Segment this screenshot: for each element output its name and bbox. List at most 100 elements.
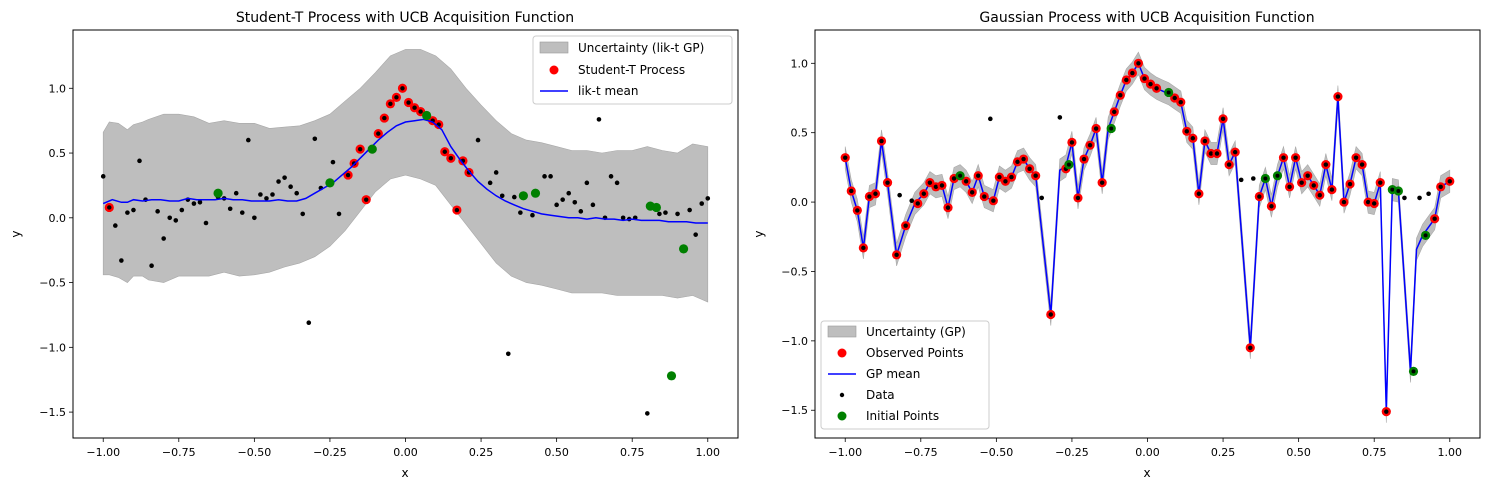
observed-point-center [885, 180, 890, 185]
data-point [270, 192, 275, 197]
observed-point-center [1353, 155, 1359, 160]
data-point [578, 209, 584, 214]
data-point [988, 116, 993, 122]
observed-point-center [1069, 140, 1075, 145]
initial-point [325, 178, 335, 188]
observed-point-center [1081, 156, 1087, 162]
data-point [149, 263, 154, 269]
observed-point-center [357, 146, 363, 152]
x-tick-label: 0.00 [393, 446, 418, 459]
data-point [1057, 115, 1063, 120]
observed-point-center [1009, 174, 1014, 180]
data-point [705, 196, 711, 201]
chart-gaussian: Gaussian Process with UCB Acquisition Fu… [752, 10, 1481, 480]
y-tick-label: −0.5 [39, 277, 66, 290]
data-point [119, 258, 124, 263]
observed-point-center [394, 95, 399, 100]
initial-point-center [1390, 187, 1395, 192]
observed-point-center [1021, 156, 1026, 162]
x-tick-label: −0.75 [162, 446, 196, 459]
data-point [239, 210, 245, 215]
data-point [512, 194, 517, 200]
observed-point-center [1048, 312, 1053, 317]
observed-point-center [843, 155, 848, 160]
y-tick-label: −0.5 [781, 265, 808, 278]
legend-label: Uncertainty (GP) [866, 325, 966, 339]
observed-point-center [1099, 180, 1105, 185]
y-tick-label: −1.5 [781, 404, 808, 417]
observed-point-center [1184, 129, 1189, 134]
observed-point-center [1323, 162, 1329, 167]
initial-point-center [1275, 173, 1280, 178]
observed-point-center [388, 101, 393, 107]
legend-label: lik-t mean [578, 84, 639, 98]
data-point [909, 198, 915, 203]
observed-point-center [1257, 194, 1262, 199]
observed-point-center [921, 191, 927, 196]
data-point [548, 174, 553, 179]
observed-point-center [1142, 76, 1147, 81]
observed-point-center [1220, 116, 1226, 122]
chart-title: Gaussian Process with UCB Acquisition Fu… [979, 10, 1314, 26]
data-point [131, 207, 136, 213]
observed-point-center [1196, 191, 1202, 196]
observed-point-center [400, 86, 405, 91]
data-point [276, 179, 281, 184]
observed-point-center [412, 105, 417, 110]
legend-label: Data [866, 388, 895, 402]
observed-point-center [997, 174, 1002, 180]
observed-point-center [382, 115, 387, 121]
observed-point-center [915, 201, 920, 206]
data-point [493, 170, 499, 175]
x-tick-label: −0.25 [313, 446, 347, 459]
data-point [645, 411, 650, 416]
observed-point-center [1287, 184, 1292, 190]
initial-point [651, 202, 661, 213]
initial-point-center [1396, 188, 1401, 193]
legend: Uncertainty (lik-t GP) Student-T Process… [532, 35, 733, 105]
y-tick-label: −1.0 [39, 341, 66, 354]
observed-point-center [1093, 126, 1099, 131]
legend-label: Observed Points [866, 346, 964, 360]
legend-label: GP mean [866, 367, 920, 381]
observed-point-center [1341, 199, 1347, 205]
x-tick-label: −1.00 [86, 446, 120, 459]
data-point [258, 192, 263, 197]
observed-point-center [1003, 179, 1008, 184]
observed-point-center [1305, 173, 1310, 178]
observed-point-center [1248, 345, 1253, 350]
observed-point-center [849, 188, 854, 194]
data-point [246, 137, 251, 143]
x-tick-label: −0.25 [1055, 446, 1089, 459]
data-point [505, 351, 511, 357]
observed-point-center [1311, 183, 1316, 188]
data-point [173, 218, 179, 223]
data-point [475, 137, 481, 143]
data-point [113, 223, 118, 228]
observed-point-center [969, 190, 975, 195]
initial-point [666, 371, 677, 381]
data-point [1417, 195, 1422, 201]
data-point [155, 209, 160, 214]
data-point [566, 190, 572, 196]
data-point [518, 210, 523, 215]
data-point [1238, 177, 1244, 183]
observed-point-center [1299, 180, 1304, 185]
data-point [227, 206, 233, 212]
observed-point-center [1087, 142, 1093, 148]
y-axis-label: y [9, 230, 23, 237]
observed-point-center [1202, 138, 1208, 144]
data-point [179, 207, 185, 213]
x-tick-label: −0.75 [904, 446, 938, 459]
observed-point-center [1226, 162, 1232, 167]
data-point [675, 211, 680, 217]
legend-marker-red [549, 65, 559, 75]
legend-marker-black [839, 392, 845, 398]
initial-point-center [1411, 369, 1416, 374]
legend-label: Student-T Process [578, 63, 685, 77]
data-point [693, 232, 698, 237]
initial-point [422, 110, 432, 121]
legend-marker-green [837, 411, 847, 421]
x-tick-label: −0.50 [980, 446, 1014, 459]
